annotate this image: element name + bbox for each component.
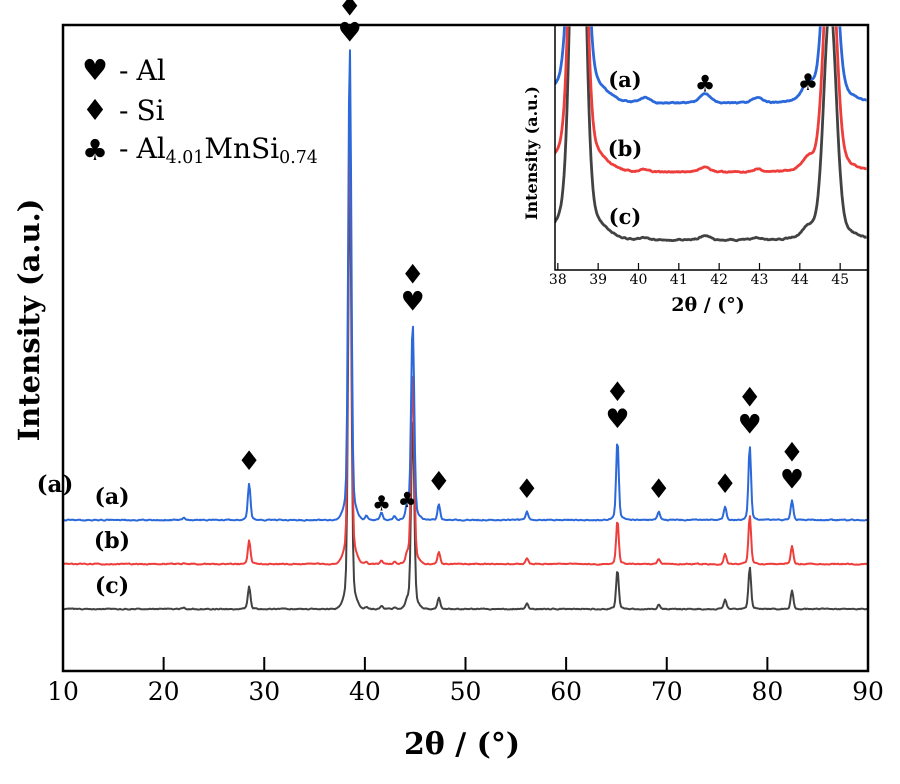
- peak-marker-si: ♦: [780, 438, 804, 469]
- peak-marker-al: ♥: [780, 465, 804, 496]
- inset-series-label: (a): [608, 67, 641, 92]
- inset-x-tick-label: 39: [589, 272, 607, 288]
- peak-marker-si: ♦: [738, 383, 762, 414]
- main-x-tick-label: 20: [148, 677, 180, 706]
- xrd-curve-inset-(b): [555, 26, 867, 174]
- peak-marker-si: ♦: [401, 259, 425, 290]
- main-x-tick-label: 60: [550, 677, 582, 706]
- peak-marker-si: ♦: [427, 466, 451, 497]
- peak-marker-almnsi: ♣: [398, 488, 417, 512]
- inset-series-label: (c): [609, 204, 642, 229]
- peak-marker-si: ♦: [647, 474, 671, 505]
- peak-marker-al: ♥: [605, 404, 629, 435]
- inset-curves-layer: [555, 26, 867, 243]
- xrd-curve-main-(c): [63, 162, 868, 611]
- inset-background: [555, 26, 867, 271]
- main-x-tick-label: 30: [248, 677, 280, 706]
- peak-marker-almnsi: ♣: [695, 72, 716, 98]
- peak-marker-almnsi: ♣: [798, 70, 819, 96]
- xrd-curve-inset-(a): [555, 26, 867, 105]
- peak-marker-al: ♥: [338, 17, 362, 48]
- main-curves-layer: [63, 49, 868, 611]
- peak-marker-al: ♥: [738, 410, 762, 441]
- main-series-label: (c): [95, 573, 129, 599]
- peak-marker-si: ♦: [713, 469, 737, 500]
- inset-series-label: (b): [608, 136, 643, 161]
- main-x-tick-label: 80: [751, 677, 783, 706]
- main-x-tick-label: 50: [450, 677, 482, 706]
- peak-marker-si: ♦: [515, 474, 539, 505]
- inset-x-tick-label: 42: [710, 272, 728, 288]
- peak-marker-si: ♦: [605, 377, 629, 408]
- inset-x-tick-label: 38: [549, 272, 567, 288]
- peak-marker-si: ♦: [237, 446, 261, 477]
- peak-marker-almnsi: ♣: [372, 491, 391, 515]
- inset-x-tick-label: 41: [670, 272, 688, 288]
- peak-marker-si: ♦: [338, 0, 362, 22]
- main-x-tick-label: 90: [852, 677, 884, 706]
- main-x-tick-label: 70: [651, 677, 683, 706]
- xrd-curve-inset-(c): [555, 26, 867, 243]
- inset-x-tick-label: 43: [751, 272, 769, 288]
- main-x-tick-label: 40: [349, 677, 381, 706]
- inset-plot-border: [554, 25, 868, 271]
- inset-x-tick-label: 44: [791, 272, 809, 288]
- inset-x-tick-label: 40: [630, 272, 648, 288]
- main-series-label: (b): [94, 528, 130, 554]
- peak-marker-al: ♥: [401, 286, 425, 317]
- main-x-tick-label: 10: [47, 677, 79, 706]
- main-series-label: (a): [94, 484, 129, 510]
- inset-x-tick-label: 45: [831, 272, 849, 288]
- xrd-curve-main-(a): [63, 49, 868, 522]
- xrd-curve-main-(b): [63, 107, 868, 566]
